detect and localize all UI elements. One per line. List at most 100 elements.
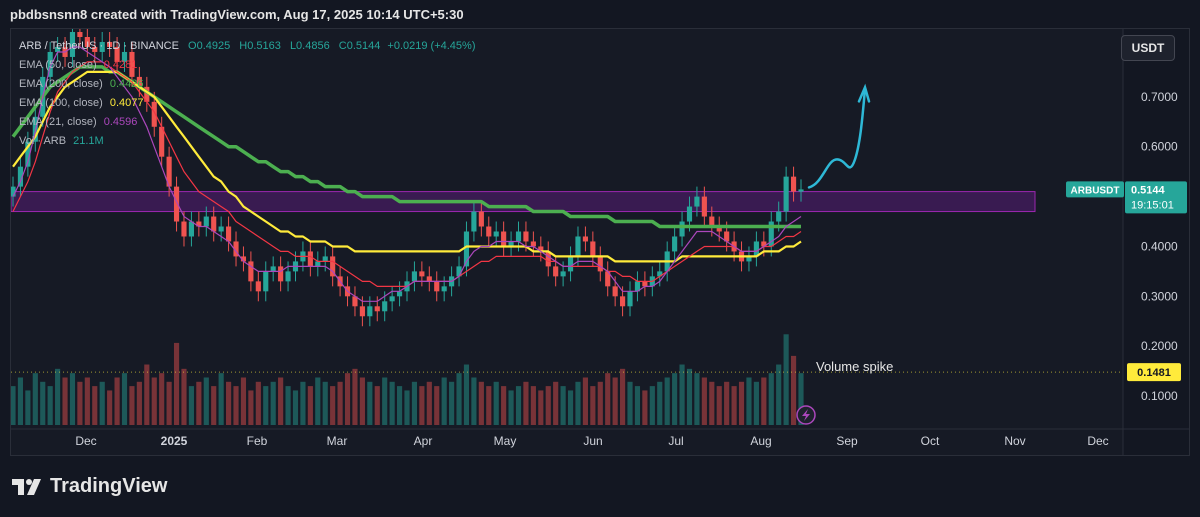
volume-bar <box>263 386 269 425</box>
candle-body <box>798 189 804 192</box>
y-tick-label: 0.3000 <box>1141 289 1178 303</box>
candle-body <box>582 236 588 242</box>
volume-bar <box>240 377 247 425</box>
volume-bar <box>84 377 90 425</box>
candle-body <box>84 37 90 47</box>
volume-bar <box>292 390 299 425</box>
volume-bar <box>32 373 38 425</box>
legend-low: L0.4856 <box>289 40 330 52</box>
currency-button[interactable]: USDT <box>1121 35 1175 61</box>
volume-bar <box>605 373 611 425</box>
chart-frame[interactable]: 0.70000.60000.50000.40000.30000.20000.10… <box>10 28 1190 456</box>
candle-body <box>226 226 232 242</box>
volume-bar <box>411 381 418 425</box>
tradingview-logo[interactable]: TradingView <box>12 475 167 498</box>
candle-body <box>790 176 797 192</box>
candle-body <box>768 221 774 247</box>
candle-body <box>55 46 61 52</box>
y-tick-label: 0.2000 <box>1141 339 1178 353</box>
volume-bar <box>545 386 551 425</box>
volume-bar <box>129 386 135 425</box>
candle-body <box>441 286 447 292</box>
volume-bar <box>768 373 774 425</box>
legend-volume[interactable]: Vol · ARB 21.1M <box>19 132 476 151</box>
candle-body <box>11 186 16 197</box>
volume-bar <box>746 377 752 425</box>
y-tick-label: 0.6000 <box>1141 140 1178 154</box>
volume-bar <box>359 377 365 425</box>
y-tick-label: 0.7000 <box>1141 90 1178 104</box>
volume-bar <box>248 390 254 425</box>
candle-body <box>411 271 418 282</box>
volume-bar <box>724 381 730 425</box>
forecast-arrow-head <box>857 83 871 103</box>
volume-bar <box>17 377 24 425</box>
legend-ema21-value: 0.4596 <box>103 116 138 128</box>
candle-body <box>129 51 135 77</box>
legend-symbol[interactable]: ARB / TetherUS · 1D · BINANCE <box>19 40 179 52</box>
volume-bar <box>173 342 180 425</box>
legend-ema50-value: 0.4281 <box>103 59 138 71</box>
volume-bar <box>144 364 150 425</box>
volume-bar <box>233 386 239 425</box>
volume-bar <box>55 368 61 425</box>
chart-legend: ARB / TetherUS · 1D · BINANCE O0.4925 H0… <box>19 37 476 151</box>
candle-body <box>315 261 321 267</box>
volume-bar <box>255 381 261 425</box>
volume-bar <box>226 381 232 425</box>
volume-bar <box>278 377 284 425</box>
candle-body <box>612 286 618 297</box>
volume-bar <box>330 386 336 425</box>
volume-bar <box>620 368 626 425</box>
legend-ema200[interactable]: EMA (200, close) 0.4426 <box>19 75 476 94</box>
volume-bar <box>716 386 722 425</box>
x-tick-label: 2025 <box>161 434 188 448</box>
candle-body <box>597 256 603 272</box>
volume-bar <box>382 377 388 425</box>
volume-bar <box>166 381 172 425</box>
legend-ema50[interactable]: EMA (50, close) 0.4281 <box>19 56 476 75</box>
candle-body <box>203 216 209 227</box>
x-tick-label: Sep <box>836 434 858 448</box>
candle-body <box>642 281 648 287</box>
volume-bar <box>441 377 447 425</box>
candle-body <box>114 46 120 62</box>
volume-bar <box>538 390 544 425</box>
volume-bar <box>642 390 648 425</box>
volume-bar <box>679 364 685 425</box>
volume-bar <box>790 355 797 425</box>
volume-bar <box>99 381 105 425</box>
volume-bar <box>218 373 224 425</box>
volume-bar <box>419 386 425 425</box>
volume-bar <box>25 390 31 425</box>
legend-open: O0.4925 <box>188 40 231 52</box>
candle-body <box>456 266 462 277</box>
price-chart[interactable]: 0.70000.60000.50000.40000.30000.20000.10… <box>11 29 1189 455</box>
y-tick-label: 0.4000 <box>1141 239 1178 253</box>
candle-body <box>17 166 24 187</box>
candle-body <box>634 281 641 292</box>
volume-bar <box>322 381 328 425</box>
candle-body <box>25 141 31 167</box>
volume-bar <box>738 381 745 425</box>
volume-bar <box>136 381 142 425</box>
volume-bar <box>530 386 536 425</box>
volume-bar <box>121 373 128 425</box>
price-axis <box>1123 29 1189 455</box>
candle-body <box>545 251 551 267</box>
candle-body <box>627 291 633 307</box>
candle-body <box>419 271 425 277</box>
volume-bar <box>731 386 737 425</box>
volume-bar <box>352 368 358 425</box>
candle-body <box>620 296 626 307</box>
candle-body <box>493 231 499 237</box>
ema21-line <box>12 46 802 302</box>
volume-bar <box>553 381 559 425</box>
candle-body <box>396 291 403 297</box>
volume-bar <box>456 373 462 425</box>
candle-body <box>538 246 544 252</box>
forecast-arrow <box>807 88 867 189</box>
legend-ema21[interactable]: EMA (21, close) 0.4596 <box>19 113 476 132</box>
legend-ema100[interactable]: EMA (100, close) 0.4077 <box>19 94 476 113</box>
x-tick-label: Nov <box>1004 434 1025 448</box>
